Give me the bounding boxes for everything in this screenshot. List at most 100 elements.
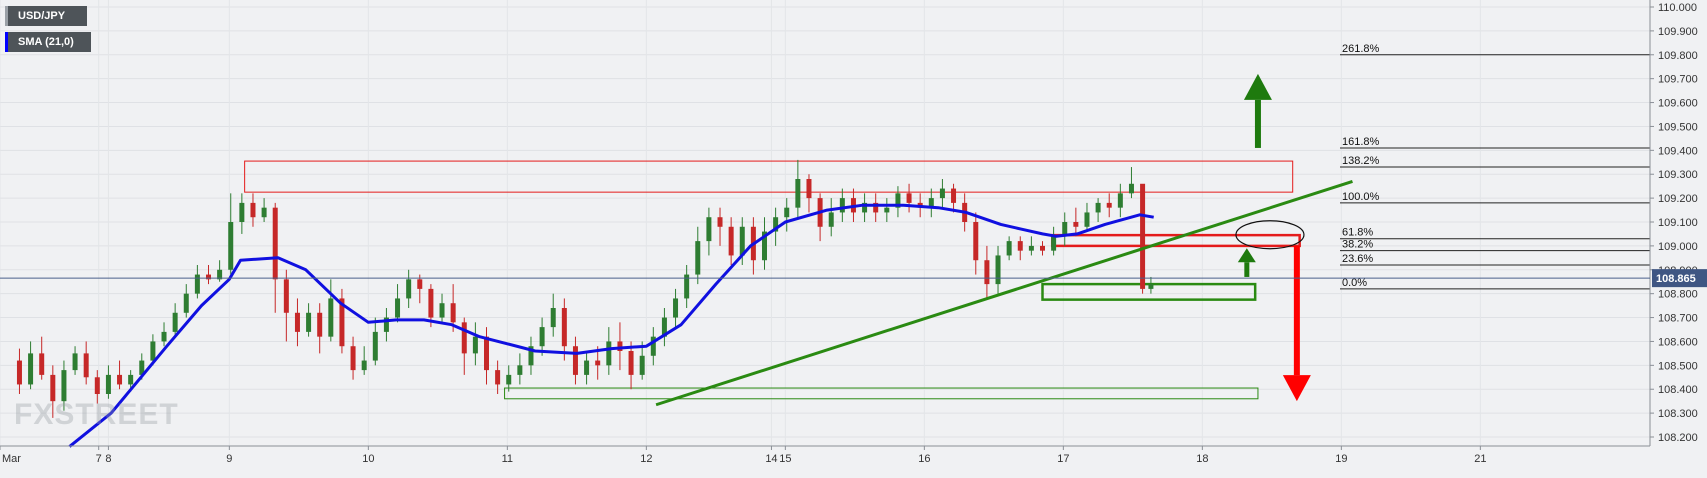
fibonacci-levels: 261.8% 161.8% 138.2% 100.0% 61.8%38.2% 23.6% 0… [1235, 43, 1650, 290]
candle-up [194, 274, 200, 294]
candle-up [1062, 222, 1068, 237]
candle-down [50, 374, 56, 402]
x-tick-label: 17 [1057, 453, 1069, 465]
candle-down [617, 341, 623, 351]
candle-up [172, 312, 178, 332]
candle-up [128, 374, 134, 385]
current-price: 108.865 [0, 269, 1707, 288]
x-tick-label: 11 [502, 453, 513, 465]
candle-up [884, 207, 890, 213]
candle-up [261, 207, 267, 218]
y-tick-label: 109.400 [1658, 145, 1698, 157]
candle-up [150, 341, 156, 361]
candle-up [661, 317, 667, 337]
candle-up [673, 298, 679, 318]
x-tick-label: 12 [640, 453, 652, 465]
candle-down [272, 207, 278, 280]
candle-down [1017, 241, 1023, 251]
candle-up [839, 198, 845, 213]
x-tick-label: 16 [918, 453, 930, 465]
y-tick-label: 109.600 [1658, 98, 1698, 110]
candle-up [472, 336, 478, 354]
arrows [1237, 73, 1311, 402]
bearish-target-arrow [1282, 375, 1311, 402]
x-tick-label: 19 [1335, 453, 1347, 465]
candle-down [572, 346, 578, 375]
resistance-zone [244, 160, 1294, 193]
candle-up [739, 226, 745, 256]
candle-down [450, 303, 456, 323]
candle-down [984, 260, 990, 285]
candle-down [317, 312, 323, 337]
y-tick-label: 108.600 [1658, 336, 1698, 348]
x-tick-label: 15 [779, 453, 791, 465]
bullish-target-arrow-shaft [1254, 99, 1261, 148]
candle-up [1028, 245, 1034, 251]
bullish-target-arrow [1243, 73, 1272, 100]
fib-level-label: 23.6% [1342, 253, 1373, 265]
sma-line-path [68, 203, 1154, 448]
candle-up [639, 355, 645, 375]
candle-down [16, 360, 22, 385]
axes: 110.000 109.900 109.800 109.700 109.600 109.5… [0, 0, 1698, 465]
fib-level-label: 100.0% [1342, 191, 1380, 203]
candle-up [217, 269, 223, 280]
candle-down [350, 346, 356, 371]
candle-down [951, 188, 957, 203]
x-tick-label: 21 [1474, 453, 1486, 465]
sma-line [68, 203, 1154, 448]
y-tick-label: 109.100 [1658, 217, 1698, 229]
small-bullish-arrow [1237, 248, 1256, 263]
fib-level-label: 161.8% [1342, 136, 1380, 148]
candle-up [706, 217, 712, 242]
candle-up [939, 188, 945, 199]
indicator-chip[interactable]: SMA (21,0) [5, 32, 91, 52]
y-tick-label: 109.700 [1658, 74, 1698, 86]
candle-down [206, 274, 211, 280]
indicator-label: SMA (21,0) [18, 36, 74, 48]
candle-up [383, 317, 389, 332]
candle-down [417, 279, 423, 289]
fib-level-label: 0.0% [1342, 277, 1367, 289]
y-tick-label: 109.200 [1658, 193, 1698, 205]
candle-down [83, 353, 89, 378]
candle-up [795, 179, 801, 208]
candle-up [695, 241, 701, 275]
candle-up [517, 365, 523, 375]
candle-down [283, 279, 289, 313]
candle-down [495, 370, 501, 385]
candle-down [1073, 222, 1079, 227]
candle-up [1051, 236, 1057, 251]
candle-down [461, 322, 467, 354]
candle-down [717, 217, 723, 227]
candle-down [728, 226, 734, 256]
candle-up [139, 360, 145, 375]
candle-up [684, 274, 690, 299]
candle-down [806, 179, 812, 199]
y-tick-label: 109.900 [1658, 26, 1698, 38]
candle-up [506, 374, 512, 385]
candle-up [306, 312, 312, 332]
candle-up [406, 279, 412, 299]
candle-down [1040, 245, 1045, 251]
y-tick-label: 109.800 [1658, 50, 1698, 62]
x-tick-label: 8 [105, 453, 111, 465]
candle-up [1006, 241, 1012, 256]
candle-down [294, 312, 300, 332]
x-tick-label: 18 [1196, 453, 1208, 465]
candle-up [762, 231, 767, 261]
fib-level-label: 261.8% [1342, 43, 1380, 55]
candle-up [773, 217, 779, 232]
candle-up [606, 341, 612, 366]
candle-up [1128, 183, 1134, 194]
candle-down [906, 193, 912, 203]
fib-level-label: 38.2% [1342, 239, 1373, 251]
y-tick-label: 109.300 [1658, 169, 1698, 181]
candle-down [973, 222, 979, 261]
symbol-chip[interactable]: USD/JPY [5, 6, 87, 26]
current-price-label: 108.865 [1656, 273, 1696, 285]
candle-up [28, 353, 34, 385]
support-zone-lower [504, 387, 1259, 400]
